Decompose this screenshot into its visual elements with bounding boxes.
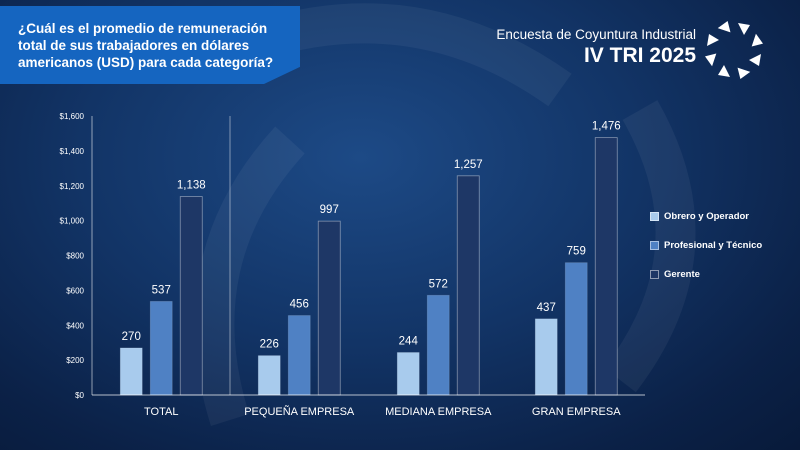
bar — [456, 175, 480, 396]
question-box: ¿Cuál es el promedio de remuneración tot… — [0, 6, 300, 84]
y-tick-label: $200 — [66, 356, 84, 365]
data-label: 1,257 — [454, 159, 483, 171]
y-tick-label: $800 — [66, 252, 84, 261]
data-label: 1,138 — [177, 180, 206, 192]
legend-label-profesional: Profesional y Técnico — [664, 240, 763, 251]
legend-label-gerente: Gerente — [664, 269, 700, 280]
data-label: 572 — [429, 278, 448, 290]
x-category-label: MEDIANA EMPRESA — [385, 406, 492, 418]
circular-arrows-logo-icon — [705, 21, 763, 79]
data-label: 226 — [260, 339, 279, 351]
y-tick-label: $1,600 — [60, 112, 85, 121]
data-label: 537 — [152, 284, 171, 296]
y-tick-label: $600 — [66, 286, 84, 295]
x-category-label: GRAN EMPRESA — [532, 406, 621, 418]
y-axis: $0 $200 $400 $600 $800 $1,000 $1,200 $1,400 $1,6… — [60, 112, 231, 400]
bar — [426, 294, 450, 396]
data-labels: 270 537 1,138 226 456 997 244 572 1,257 437 759 1,4… — [122, 121, 621, 351]
bars — [119, 137, 618, 396]
legend-item-gerente: Gerente — [650, 268, 762, 281]
legend-swatch-gerente — [650, 270, 659, 279]
y-tick-label: $1,400 — [60, 147, 85, 156]
bar — [534, 318, 558, 396]
data-label: 1,476 — [592, 121, 621, 133]
legend-label-obrero: Obrero y Operador — [664, 211, 749, 222]
bar — [179, 196, 203, 396]
survey-period: IV TRI 2025 — [583, 44, 696, 67]
data-label: 437 — [537, 302, 556, 314]
x-axis: TOTAL PEQUEÑA EMPRESA MEDIANA EMPRESA GRAN … — [92, 394, 645, 418]
bar — [317, 220, 341, 396]
bar — [396, 352, 420, 396]
bar — [287, 315, 311, 396]
legend-swatch-obrero — [650, 212, 659, 221]
survey-name: Encuesta de Coyuntura Industrial — [496, 27, 696, 42]
legend-item-profesional: Profesional y Técnico — [650, 239, 762, 252]
bar — [564, 262, 588, 396]
legend-swatch-profesional — [650, 241, 659, 250]
data-label: 456 — [290, 298, 309, 310]
y-tick-label: $1,000 — [60, 217, 85, 226]
bar — [149, 300, 173, 396]
legend-item-obrero: Obrero y Operador — [650, 210, 762, 223]
y-tick-label: $400 — [66, 321, 84, 330]
data-label: 244 — [399, 335, 419, 347]
y-tick-label: $0 — [75, 391, 84, 400]
x-category-label: TOTAL — [144, 406, 178, 418]
data-label: 997 — [320, 204, 339, 216]
bar — [594, 137, 618, 396]
question-text: ¿Cuál es el promedio de remuneración tot… — [18, 21, 274, 70]
bar — [119, 347, 143, 396]
bar — [257, 355, 281, 396]
data-label: 270 — [122, 331, 141, 343]
x-category-label: PEQUEÑA EMPRESA — [244, 405, 355, 418]
legend: Obrero y Operador Profesional y Técnico … — [650, 210, 762, 297]
data-label: 759 — [567, 246, 586, 258]
y-tick-label: $1,200 — [60, 182, 85, 191]
